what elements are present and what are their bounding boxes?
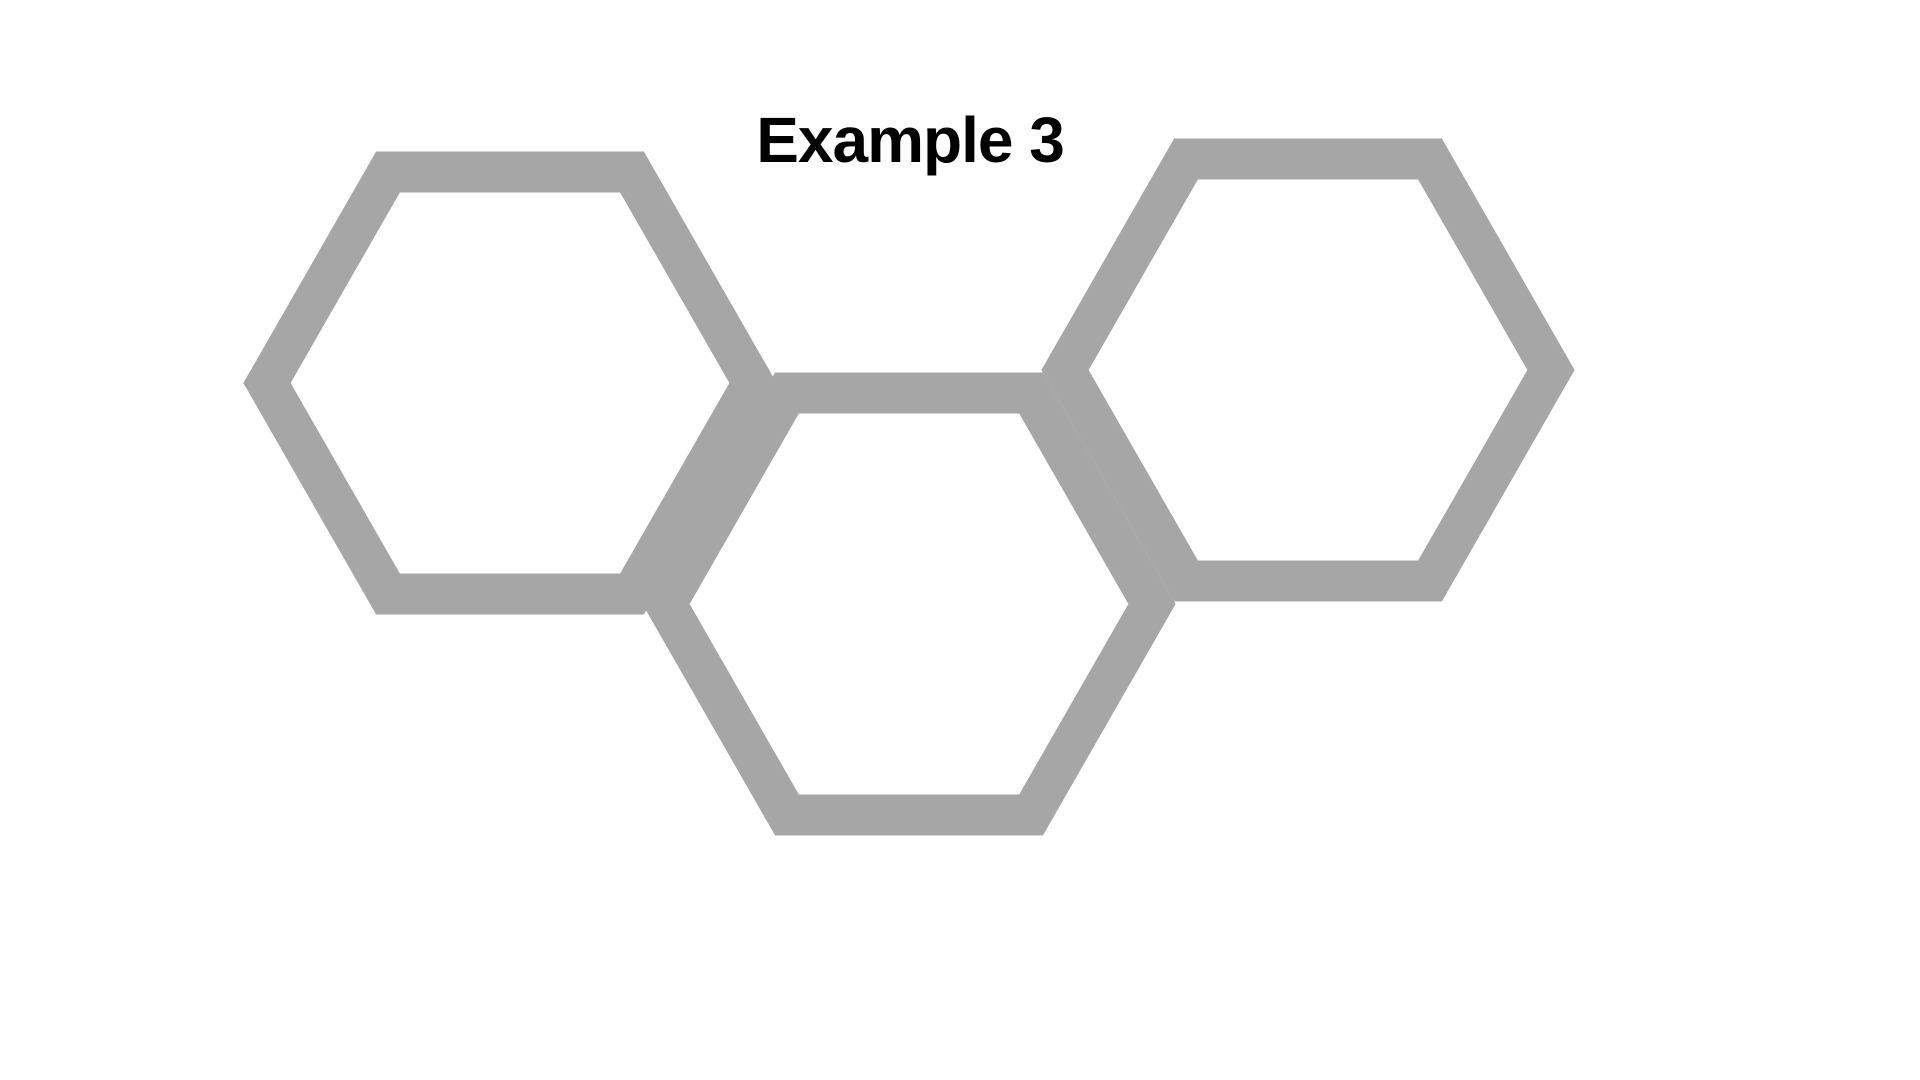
slide-title: Example 3 [756,104,1065,176]
hexagon-left [243,151,777,615]
hexagon-right [1041,138,1575,602]
hexagon-center [642,372,1176,836]
